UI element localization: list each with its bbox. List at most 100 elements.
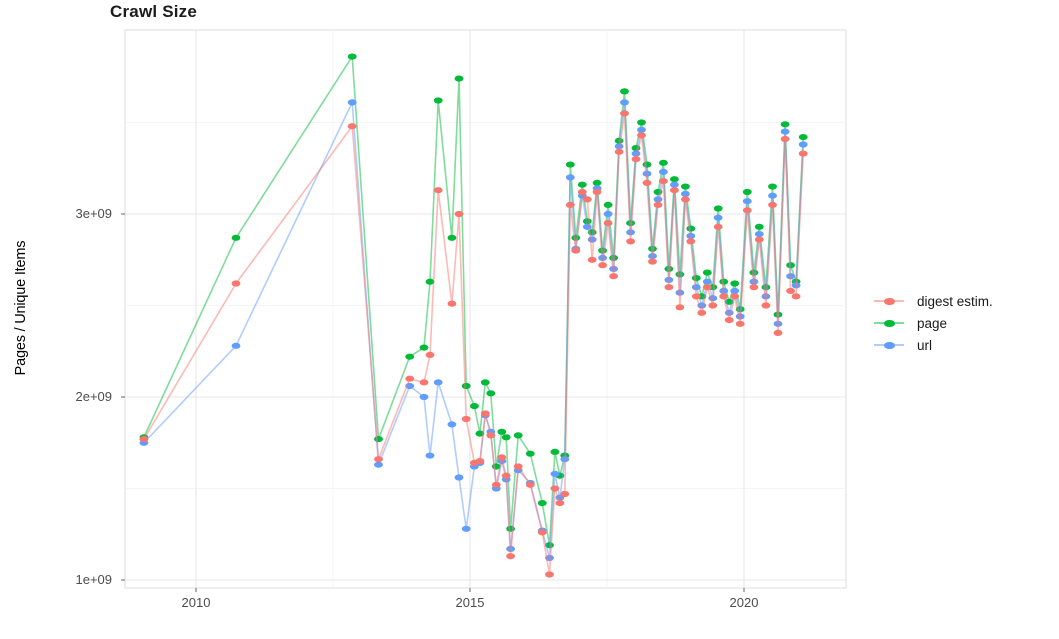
- data-point-digest-estim: [374, 456, 383, 463]
- data-point-url: [425, 452, 435, 459]
- data-point-digest-estim: [560, 490, 570, 498]
- data-point-page: [537, 500, 547, 507]
- data-point-digest-estim: [513, 463, 523, 470]
- data-point-digest-estim: [497, 454, 507, 461]
- data-point-digest-estim: [475, 458, 485, 465]
- data-point-digest-estim: [609, 273, 618, 280]
- data-point-digest-estim: [780, 135, 790, 143]
- data-point-digest-estim: [631, 156, 641, 163]
- legend: digest estim. page url: [874, 292, 993, 358]
- data-point-digest-estim: [598, 262, 607, 269]
- data-point-digest-estim: [786, 287, 795, 294]
- data-point-url: [347, 99, 357, 106]
- data-point-digest-estim: [506, 553, 515, 560]
- data-point-url: [754, 231, 764, 238]
- data-point-digest-estim: [571, 247, 581, 254]
- data-point-page: [592, 179, 602, 186]
- data-point-page: [419, 344, 429, 351]
- data-point-page: [565, 161, 575, 168]
- data-point-url: [780, 128, 790, 135]
- legend-key-dot: [884, 341, 895, 349]
- data-point-digest-estim: [670, 187, 679, 194]
- data-point-digest-estim: [433, 187, 443, 194]
- data-point-digest-estim: [730, 293, 740, 300]
- data-point-page: [486, 390, 496, 397]
- data-point-digest-estim: [626, 238, 635, 245]
- legend-key-digest-estim: [874, 292, 904, 310]
- data-point-url: [730, 287, 740, 294]
- data-point-page: [798, 134, 808, 141]
- data-point-digest-estim: [480, 410, 490, 417]
- data-point-digest-estim: [653, 201, 663, 208]
- data-point-page: [433, 97, 443, 104]
- data-point-page: [713, 205, 723, 212]
- data-point-page: [454, 75, 464, 82]
- data-point-digest-estim: [691, 293, 701, 300]
- data-point-url: [691, 284, 701, 291]
- data-point-digest-estim: [419, 379, 429, 386]
- legend-key-dot: [884, 297, 895, 305]
- x-tick-label-2020: 2020: [729, 595, 759, 610]
- data-point-digest-estim: [724, 317, 734, 324]
- data-point-digest-estim: [525, 481, 535, 488]
- y-tick-label-1e09: 1e+09: [75, 572, 112, 587]
- data-point-url: [659, 168, 668, 175]
- legend-key-dot: [884, 319, 895, 327]
- data-point-digest-estim: [555, 500, 565, 507]
- data-point-digest-estim: [454, 210, 464, 218]
- data-point-digest-estim: [592, 188, 602, 196]
- data-point-page: [675, 271, 685, 278]
- data-point-page: [525, 450, 535, 457]
- data-point-page: [754, 223, 764, 230]
- data-point-digest-estim: [749, 284, 759, 291]
- data-point-page: [768, 183, 777, 190]
- legend-label-digest-estim: digest estim.: [917, 293, 993, 309]
- y-tick-label-2e09: 2e+09: [75, 389, 112, 404]
- data-point-digest-estim: [603, 220, 613, 227]
- data-point-digest-estim: [347, 123, 357, 130]
- data-point-digest-estim: [587, 256, 597, 263]
- data-point-url: [587, 236, 597, 243]
- data-point-digest-estim: [614, 148, 624, 155]
- data-point-digest-estim: [659, 178, 668, 185]
- series-url: [139, 99, 808, 562]
- data-point-url: [681, 190, 690, 197]
- data-point-page: [501, 434, 511, 441]
- data-point-digest-estim: [491, 481, 501, 488]
- data-point-digest-estim: [565, 201, 575, 208]
- data-point-url: [374, 461, 383, 468]
- legend-item-page: page: [874, 314, 993, 332]
- data-point-digest-estim: [742, 207, 752, 214]
- data-point-digest-estim: [798, 150, 808, 157]
- series-line-page: [143, 55, 804, 547]
- data-point-url: [433, 379, 443, 386]
- data-point-digest-estim: [501, 472, 511, 479]
- data-point-digest-estim: [681, 196, 690, 203]
- data-point-digest-estim: [708, 302, 718, 309]
- data-point-url: [454, 474, 464, 481]
- data-point-digest-estim: [545, 571, 554, 578]
- data-point-page: [425, 278, 435, 285]
- data-point-page: [405, 353, 415, 360]
- data-point-page: [702, 269, 712, 276]
- data-point-url: [637, 126, 646, 133]
- x-tick-label-2015: 2015: [455, 595, 485, 610]
- data-point-url: [620, 99, 629, 106]
- axis-tick-marks: [121, 213, 745, 592]
- data-point-digest-estim: [231, 280, 241, 287]
- data-point-url: [419, 393, 429, 401]
- data-point-page: [231, 234, 241, 241]
- legend-label-url: url: [917, 337, 933, 353]
- data-point-digest-estim: [405, 375, 415, 382]
- data-point-page: [670, 176, 679, 183]
- legend-key-page: [874, 314, 904, 332]
- data-point-page: [447, 234, 457, 241]
- data-point-page: [497, 428, 507, 435]
- data-point-digest-estim: [791, 293, 801, 300]
- data-point-page: [374, 436, 383, 443]
- data-point-digest-estim: [675, 304, 685, 311]
- data-point-digest-estim: [648, 258, 657, 265]
- data-point-url: [742, 198, 752, 205]
- series-line-url: [143, 101, 804, 559]
